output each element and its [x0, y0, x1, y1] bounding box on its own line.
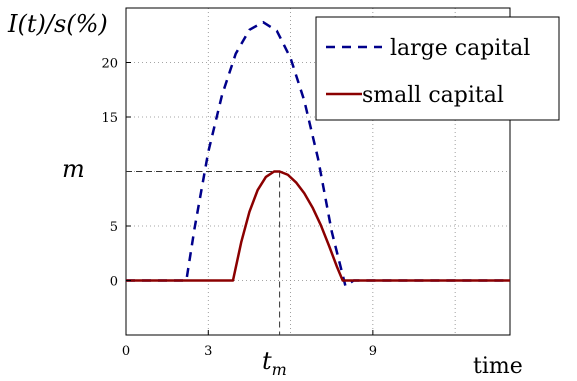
y-axis-label: I(t)/s(%): [7, 10, 108, 38]
m-annotation: m: [62, 155, 85, 183]
legend-box: [315, 16, 560, 121]
tick-labels: 0 3 9 0 5 15 20: [101, 57, 377, 360]
x-tick-label: 9: [369, 344, 377, 359]
y-tick-label: 0: [110, 275, 118, 290]
series-line-small-capital: [126, 170, 510, 282]
x-tick-label: 3: [204, 344, 212, 359]
tm-annotation: tm: [262, 347, 287, 379]
legend: large capital small capital: [315, 16, 560, 121]
y-tick-label: 20: [101, 57, 118, 72]
m-guides: [126, 171, 281, 335]
legend-large-capital: large capital: [390, 36, 530, 61]
y-tick-label: 5: [110, 220, 118, 235]
legend-small-capital: small capital: [362, 83, 504, 108]
x-axis-label: time: [473, 354, 523, 379]
y-tick-label: 15: [101, 111, 118, 126]
x-tick-label: 0: [122, 344, 130, 359]
series-line-large-capital: [126, 20, 510, 288]
series-layer: [126, 20, 510, 288]
